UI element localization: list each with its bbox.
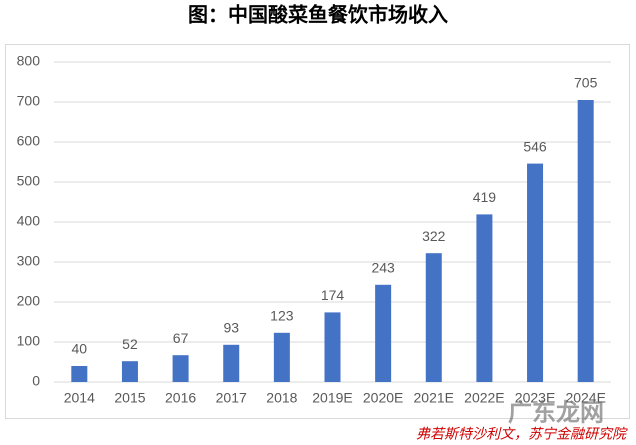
x-tick-label: 2014 bbox=[64, 390, 95, 406]
data-label: 243 bbox=[371, 260, 395, 276]
y-tick-label: 100 bbox=[17, 333, 41, 349]
bar bbox=[71, 366, 88, 382]
bar bbox=[527, 163, 544, 382]
x-tick-label: 2017 bbox=[216, 390, 247, 406]
watermark: 广东龙网 bbox=[508, 398, 604, 426]
bar bbox=[375, 284, 392, 382]
y-tick-label: 800 bbox=[17, 53, 41, 69]
data-label: 322 bbox=[422, 228, 446, 244]
data-label: 546 bbox=[523, 138, 547, 154]
data-label: 40 bbox=[72, 341, 88, 357]
chart-frame bbox=[5, 44, 630, 419]
y-tick-label: 200 bbox=[17, 293, 41, 309]
y-tick-label: 700 bbox=[17, 93, 41, 109]
source-note: 弗若斯特沙利文，苏宁金融研究院 bbox=[416, 426, 628, 442]
bar bbox=[223, 344, 240, 382]
data-label: 705 bbox=[574, 75, 598, 91]
bar bbox=[273, 332, 290, 382]
bar bbox=[476, 214, 493, 382]
x-tick-label: 2024E bbox=[565, 390, 605, 406]
y-tick-label: 500 bbox=[17, 173, 41, 189]
y-tick-label: 300 bbox=[17, 253, 41, 269]
y-tick-label: 600 bbox=[17, 133, 41, 149]
x-tick-label: 2020E bbox=[363, 390, 403, 406]
x-tick-label: 2015 bbox=[114, 390, 145, 406]
chart-title: 图：中国酸菜鱼餐饮市场收入 bbox=[188, 2, 448, 26]
x-tick-label: 2022E bbox=[464, 390, 504, 406]
x-tick-label: 2019E bbox=[312, 390, 352, 406]
data-label: 52 bbox=[122, 336, 138, 352]
bar bbox=[324, 312, 341, 382]
x-tick-label: 2016 bbox=[165, 390, 196, 406]
data-label: 123 bbox=[270, 308, 294, 324]
bar bbox=[121, 361, 138, 382]
data-label: 174 bbox=[321, 287, 345, 303]
bar bbox=[577, 100, 594, 382]
x-tick-label: 2021E bbox=[414, 390, 454, 406]
data-label: 93 bbox=[223, 320, 239, 336]
data-label: 419 bbox=[473, 189, 497, 205]
bar bbox=[172, 355, 189, 382]
x-tick-label: 2023E bbox=[515, 390, 555, 406]
x-tick-label: 2018 bbox=[266, 390, 297, 406]
y-tick-label: 400 bbox=[17, 213, 41, 229]
data-label: 67 bbox=[173, 330, 189, 346]
bar bbox=[425, 253, 442, 382]
y-tick-label: 0 bbox=[32, 373, 40, 389]
